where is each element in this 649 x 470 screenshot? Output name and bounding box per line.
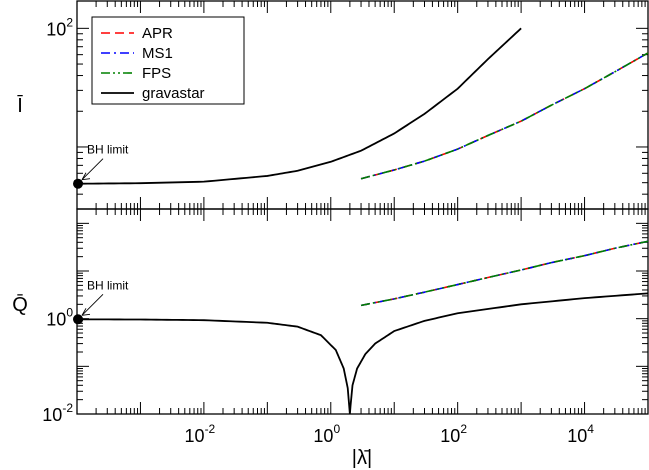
series-line-fps <box>360 240 648 307</box>
series-group <box>77 27 648 185</box>
legend-label-apr: APR <box>142 25 173 42</box>
bh-limit-arrow <box>81 158 104 181</box>
axis-labels: Ī Q̄ |λ̄| <box>12 94 372 469</box>
series-line-gravastar <box>77 27 522 185</box>
x-tick-label: 100 <box>313 422 340 446</box>
series-line-ms1 <box>360 240 648 307</box>
bottom-y-axis-label: Q̄ <box>12 293 28 316</box>
bh-limit-label: BH limit <box>87 143 129 157</box>
x-tick-label: 104 <box>567 422 594 446</box>
series-line-ms1 <box>360 52 648 180</box>
bh-limit-arrowhead <box>81 172 91 181</box>
bh-limit-arrowhead <box>81 308 91 316</box>
x-tick-label: 102 <box>440 422 467 446</box>
x-tick-label: 10-2 <box>185 422 216 446</box>
y-tick-label: 102 <box>46 15 73 39</box>
legend: APR MS1 FPS gravastar <box>91 16 245 105</box>
bh-limit-label: BH limit <box>87 278 129 292</box>
series-line-gravastar <box>77 292 648 414</box>
y-tick-label: 10-2 <box>42 401 73 425</box>
bh-limit-point <box>73 178 83 189</box>
top-y-axis-label: Ī <box>17 94 23 117</box>
bottom-panel: 100 10-2 10-2 100 102 104 BH limit <box>42 208 649 446</box>
legend-label-ms1: MS1 <box>142 45 173 62</box>
bh-limit-point <box>73 314 83 325</box>
x-axis-label: |λ̄| <box>352 447 372 469</box>
plot-frame <box>76 208 649 415</box>
legend-label-fps: FPS <box>142 65 171 82</box>
series-group <box>77 240 648 414</box>
series-line-apr <box>360 52 648 180</box>
bh-limit-arrow <box>81 293 104 316</box>
legend-label-gravastar: gravastar <box>142 85 205 102</box>
series-line-fps <box>360 52 648 180</box>
y-tick-label: 100 <box>46 306 73 330</box>
legend-box <box>91 16 245 105</box>
